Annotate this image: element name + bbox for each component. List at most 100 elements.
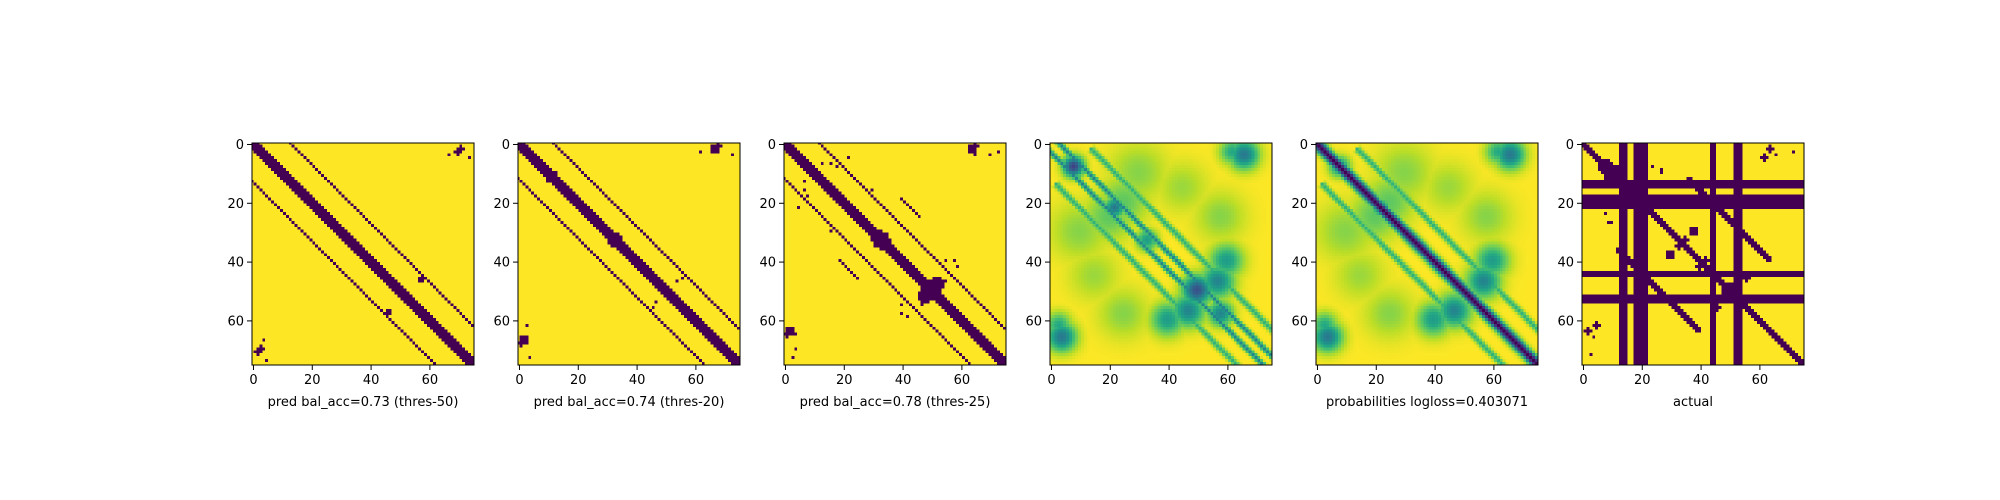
heatmap-cell: [432, 265, 437, 269]
heatmap-cell: [324, 156, 328, 160]
heatmap-cell: [450, 297, 454, 301]
heatmap-cell: [471, 244, 474, 248]
heatmap-cell: [382, 209, 387, 213]
heatmap-cell: [332, 217, 337, 222]
heatmap-cell: [456, 229, 460, 233]
heatmap-cell: [291, 276, 295, 280]
heatmap-cell: [341, 303, 345, 307]
heatmap-cell: [400, 176, 404, 180]
heatmap-cell: [341, 270, 345, 275]
heatmap-cell: [356, 267, 360, 272]
heatmap-cell: [456, 288, 460, 292]
heatmap-cell: [471, 250, 474, 254]
heatmap-cell: [412, 200, 416, 204]
heatmap-cell: [450, 194, 454, 198]
heatmap-cell: [432, 315, 437, 319]
heatmap-cell: [338, 220, 342, 225]
heatmap-cell: [344, 173, 348, 178]
heatmap-cell: [353, 194, 357, 198]
heatmap-cell: [259, 150, 263, 154]
heatmap-cell: [415, 165, 419, 169]
heatmap-cell: [397, 159, 401, 163]
heatmap-cell: [459, 170, 463, 175]
heatmap-cell: [303, 185, 307, 189]
heatmap-cell: [397, 212, 401, 216]
heatmap-cell: [306, 173, 310, 178]
heatmap-cell: [459, 212, 463, 216]
heatmap-cell: [347, 167, 351, 172]
heatmap-cell: [438, 247, 442, 251]
heatmap-cell: [253, 309, 257, 313]
heatmap-cell: [285, 285, 289, 289]
heatmap-cell: [412, 300, 416, 304]
heatmap-cell: [424, 288, 428, 292]
heatmap-cell: [391, 285, 395, 289]
heatmap-cell: [368, 259, 372, 263]
heatmap-cell: [391, 309, 395, 313]
heatmap-cell: [309, 215, 313, 219]
heatmap-cell: [279, 182, 284, 186]
heatmap-cell: [312, 173, 316, 178]
heatmap-cell: [441, 159, 445, 163]
heatmap-cell: [444, 191, 448, 195]
heatmap-cell: [385, 262, 389, 266]
heatmap-cell: [418, 206, 422, 210]
heatmap-cell: [471, 259, 474, 263]
heatmap-cell: [341, 282, 345, 286]
heatmap-cell: [418, 326, 422, 330]
heatmap-cell: [312, 262, 316, 266]
heatmap-cell: [426, 309, 431, 313]
heatmap-cell: [465, 282, 469, 286]
heatmap-cell: [424, 217, 428, 222]
heatmap-cell: [418, 215, 422, 219]
heatmap-cell: [294, 259, 298, 263]
heatmap-cell: [374, 315, 378, 319]
heatmap-cell: [412, 223, 416, 228]
heatmap-cell: [350, 153, 354, 157]
heatmap-cell: [365, 143, 369, 145]
heatmap-cell: [432, 206, 437, 210]
heatmap-cell: [432, 156, 437, 160]
heatmap-cell: [388, 276, 392, 280]
heatmap-cell: [456, 173, 460, 178]
heatmap-cell: [415, 229, 419, 233]
heatmap-cell: [429, 303, 434, 307]
heatmap-cell: [276, 244, 281, 248]
heatmap-cell: [421, 262, 425, 266]
heatmap-cell: [424, 235, 428, 239]
heatmap-cell: [338, 165, 342, 169]
heatmap-cell: [318, 229, 322, 233]
heatmap-cell: [253, 165, 257, 169]
heatmap-cell: [382, 194, 387, 198]
heatmap-cell: [259, 241, 263, 245]
heatmap-cell: [350, 282, 354, 286]
heatmap-cell: [371, 235, 375, 239]
heatmap-cell: [391, 232, 395, 236]
heatmap-cell: [362, 143, 366, 145]
heatmap-cell: [309, 282, 313, 286]
heatmap-cell: [253, 320, 257, 325]
heatmap-cell: [256, 162, 260, 166]
heatmap-cell: [435, 185, 439, 189]
heatmap-cell: [306, 188, 310, 192]
heatmap-cell: [450, 315, 454, 319]
heatmap-cell: [394, 294, 398, 298]
heatmap-cell: [368, 156, 372, 160]
heatmap-cell: [426, 162, 431, 166]
heatmap-cell: [418, 273, 422, 278]
heatmap-cell: [256, 312, 260, 316]
heatmap-cell: [341, 256, 345, 260]
heatmap-cell: [421, 282, 425, 286]
heatmap-cell: [406, 276, 410, 280]
heatmap-cell: [441, 206, 445, 210]
heatmap-cell: [306, 241, 310, 245]
heatmap-cell: [326, 150, 331, 154]
heatmap-cell: [374, 167, 378, 172]
heatmap-cell: [300, 191, 304, 195]
heatmap-cell: [276, 159, 281, 163]
heatmap-cell: [326, 215, 331, 219]
heatmap-cell: [465, 209, 469, 213]
heatmap-cell: [318, 320, 322, 325]
heatmap-cell: [353, 282, 357, 286]
heatmap-cell: [259, 312, 263, 316]
